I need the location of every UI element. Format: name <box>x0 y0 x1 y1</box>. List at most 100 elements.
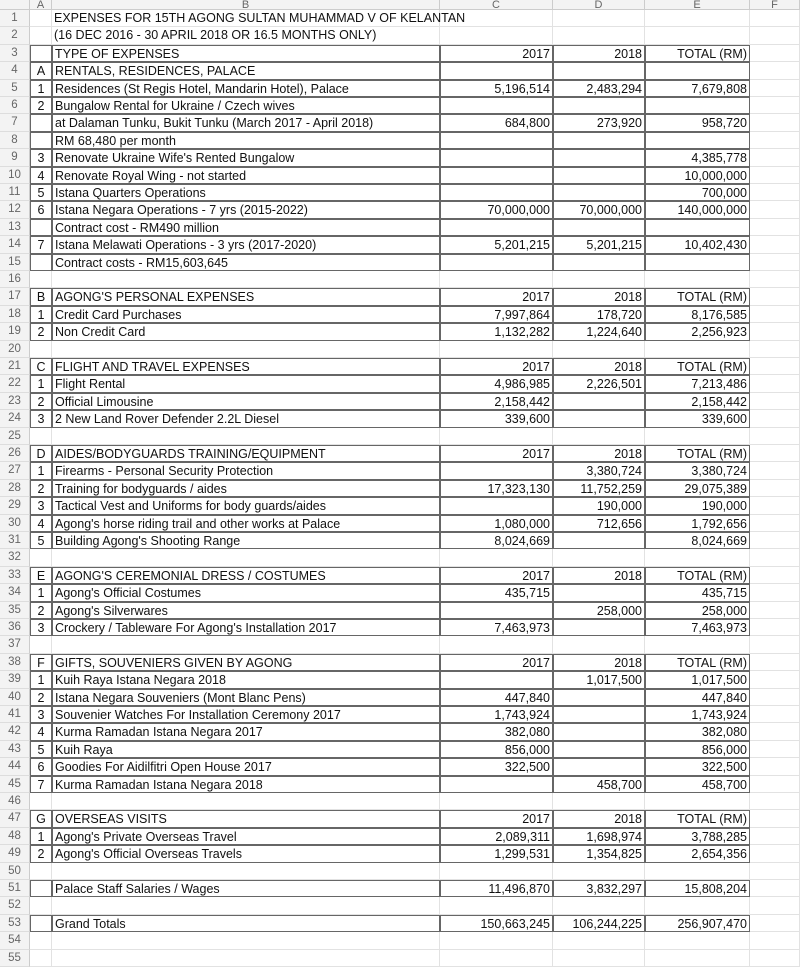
cell: 70,000,000 <box>553 201 645 219</box>
empty-cell <box>30 218 52 237</box>
empty-cell <box>553 532 645 550</box>
cell: 7,463,973 <box>440 619 553 637</box>
empty-cell <box>52 340 440 358</box>
row-number: 5 <box>0 79 30 97</box>
empty-cell <box>553 688 645 706</box>
empty-cell <box>440 636 553 654</box>
cell: 3 <box>30 619 52 637</box>
empty-cell <box>750 532 800 550</box>
empty-cell <box>52 271 440 289</box>
row-number: 47 <box>0 810 30 828</box>
cell: 339,600 <box>645 410 750 428</box>
cell: 29,075,389 <box>645 479 750 498</box>
empty-cell <box>645 27 750 45</box>
empty-cell <box>645 271 750 289</box>
column-header: B <box>52 0 440 11</box>
empty-cell <box>750 775 800 793</box>
cell: G <box>30 810 52 828</box>
cell: 3,380,724 <box>553 462 645 480</box>
cell: AGONG'S CEREMONIAL DRESS / COSTUMES <box>52 566 440 585</box>
cell: 4 <box>30 166 52 184</box>
row-number: 9 <box>0 149 30 167</box>
empty-cell <box>750 410 800 428</box>
empty-cell <box>750 149 800 167</box>
row-number: 1 <box>0 10 30 28</box>
empty-cell <box>645 549 750 567</box>
row-number: 30 <box>0 514 30 532</box>
cell: Grand Totals <box>52 914 440 933</box>
empty-cell <box>750 566 800 585</box>
cell: 2,158,442 <box>440 392 553 411</box>
row-number: 37 <box>0 636 30 654</box>
cell: Agong's horse riding trail and other wor… <box>52 514 440 532</box>
row-number: 42 <box>0 723 30 741</box>
row-number: 52 <box>0 897 30 915</box>
row-number: 25 <box>0 427 30 445</box>
cell: 3 <box>30 149 52 167</box>
cell: 2 New Land Rover Defender 2.2L Diesel <box>52 410 440 428</box>
empty-cell <box>553 10 645 28</box>
cell: 2 <box>30 479 52 498</box>
row-number: 32 <box>0 549 30 567</box>
row-number: 11 <box>0 184 30 202</box>
row-number: 2 <box>0 27 30 45</box>
row-number: 24 <box>0 410 30 428</box>
row-number: 7 <box>0 114 30 132</box>
empty-cell <box>553 410 645 428</box>
row-number: 51 <box>0 880 30 898</box>
cell: 3,788,285 <box>645 827 750 846</box>
cell: 7 <box>30 236 52 254</box>
cell: 1,743,924 <box>440 706 553 724</box>
row-number: 31 <box>0 532 30 550</box>
cell: E <box>30 566 52 585</box>
empty-cell <box>30 880 52 898</box>
row-number: 33 <box>0 566 30 585</box>
cell: 256,907,470 <box>645 914 750 933</box>
empty-cell <box>553 549 645 567</box>
row-number: 28 <box>0 479 30 498</box>
row-number: 19 <box>0 323 30 341</box>
empty-cell <box>52 897 440 915</box>
cell: 856,000 <box>645 740 750 759</box>
row-number: 40 <box>0 688 30 706</box>
row-number: 6 <box>0 97 30 115</box>
empty-cell <box>553 619 645 637</box>
empty-cell <box>750 479 800 498</box>
cell: 190,000 <box>645 497 750 515</box>
cell: 1,743,924 <box>645 706 750 724</box>
empty-cell <box>645 253 750 271</box>
empty-cell <box>750 97 800 115</box>
cell: 1,080,000 <box>440 514 553 532</box>
row-number: 21 <box>0 358 30 376</box>
empty-cell <box>440 793 553 811</box>
cell: Renovate Ukraine Wife's Rented Bungalow <box>52 149 440 167</box>
empty-cell <box>750 601 800 619</box>
empty-cell <box>30 27 52 45</box>
empty-cell <box>750 914 800 933</box>
empty-cell <box>750 897 800 915</box>
empty-cell <box>645 949 750 967</box>
cell: 1,224,640 <box>553 323 645 341</box>
empty-cell <box>30 44 52 63</box>
cell: 7,213,486 <box>645 375 750 393</box>
cell: 1,017,500 <box>645 671 750 689</box>
cell: 1,792,656 <box>645 514 750 532</box>
cell: 2018 <box>553 653 645 672</box>
cell: Palace Staff Salaries / Wages <box>52 880 440 898</box>
empty-cell <box>750 462 800 480</box>
cell: 3 <box>30 410 52 428</box>
empty-cell <box>750 288 800 306</box>
cell: 5 <box>30 184 52 202</box>
cell: Renovate Royal Wing - not started <box>52 166 440 184</box>
empty-cell <box>440 932 553 950</box>
empty-cell <box>553 218 645 237</box>
empty-cell <box>440 131 553 150</box>
cell: 7,997,864 <box>440 305 553 324</box>
cell: 339,600 <box>440 410 553 428</box>
empty-cell <box>52 549 440 567</box>
empty-cell <box>750 10 800 28</box>
cell: 2017 <box>440 653 553 672</box>
empty-cell <box>750 392 800 411</box>
cell: 4 <box>30 723 52 741</box>
empty-cell <box>750 131 800 150</box>
